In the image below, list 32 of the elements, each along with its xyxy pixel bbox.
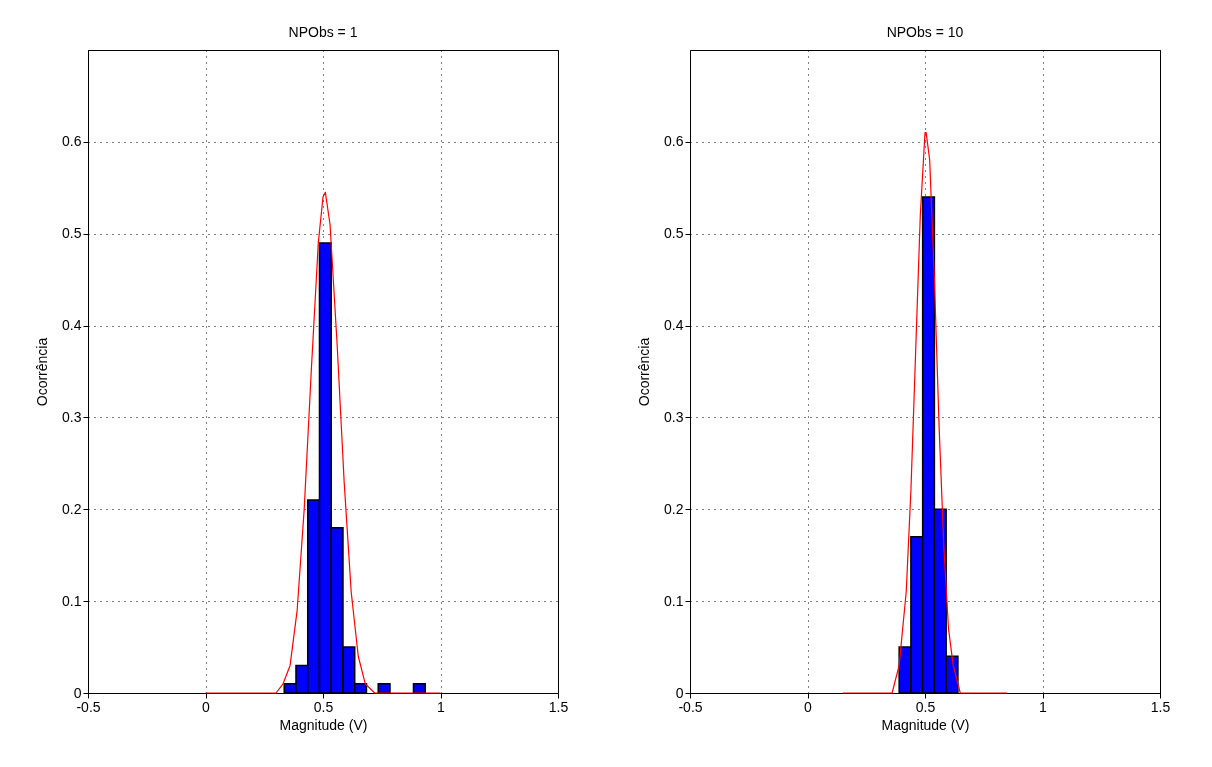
x-tick-label: 0.5 (915, 698, 936, 715)
x-tick-label: 0 (804, 698, 813, 715)
x-tick-label: 1.5 (548, 698, 569, 715)
chart-title: NPObs = 10 (886, 24, 964, 40)
y-tick-label: 0 (73, 684, 82, 701)
x-tick-label: 0 (202, 698, 211, 715)
x-tick-label: 1 (437, 698, 446, 715)
y-tick-label: 0.3 (664, 408, 684, 425)
y-tick-label: 0.5 (62, 225, 82, 242)
y-tick-label: 0.6 (62, 133, 82, 150)
x-tick-label: -0.5 (76, 698, 101, 715)
line-series (204, 191, 442, 694)
x-tick-label: 0.5 (313, 698, 334, 715)
x-axis-title: Magnitude (V) (279, 716, 368, 733)
y-tick-label: 0.3 (62, 408, 82, 425)
y-tick-label: 0.1 (62, 592, 82, 609)
chart-title: NPObs = 1 (288, 24, 358, 40)
x-axis-title: Magnitude (V) (881, 716, 970, 733)
y-tick-label: 0.4 (62, 317, 82, 334)
y-tick-label: 0.2 (62, 500, 82, 517)
line-series (842, 132, 1008, 694)
y-tick-label: 0.2 (664, 500, 684, 517)
y-tick-label: 0.1 (664, 592, 684, 609)
x-tick-label: -0.5 (678, 698, 703, 715)
y-tick-label: 0.4 (664, 317, 684, 334)
y-axis-title: Ocorrência (34, 337, 51, 407)
x-tick-label: 1 (1039, 698, 1048, 715)
x-tick-label: 1.5 (1150, 698, 1171, 715)
y-axis-title: Ocorrência (636, 337, 653, 407)
y-tick-label: 0.5 (664, 225, 684, 242)
y-tick-label: 0 (675, 684, 684, 701)
y-tick-label: 0.6 (664, 133, 684, 150)
